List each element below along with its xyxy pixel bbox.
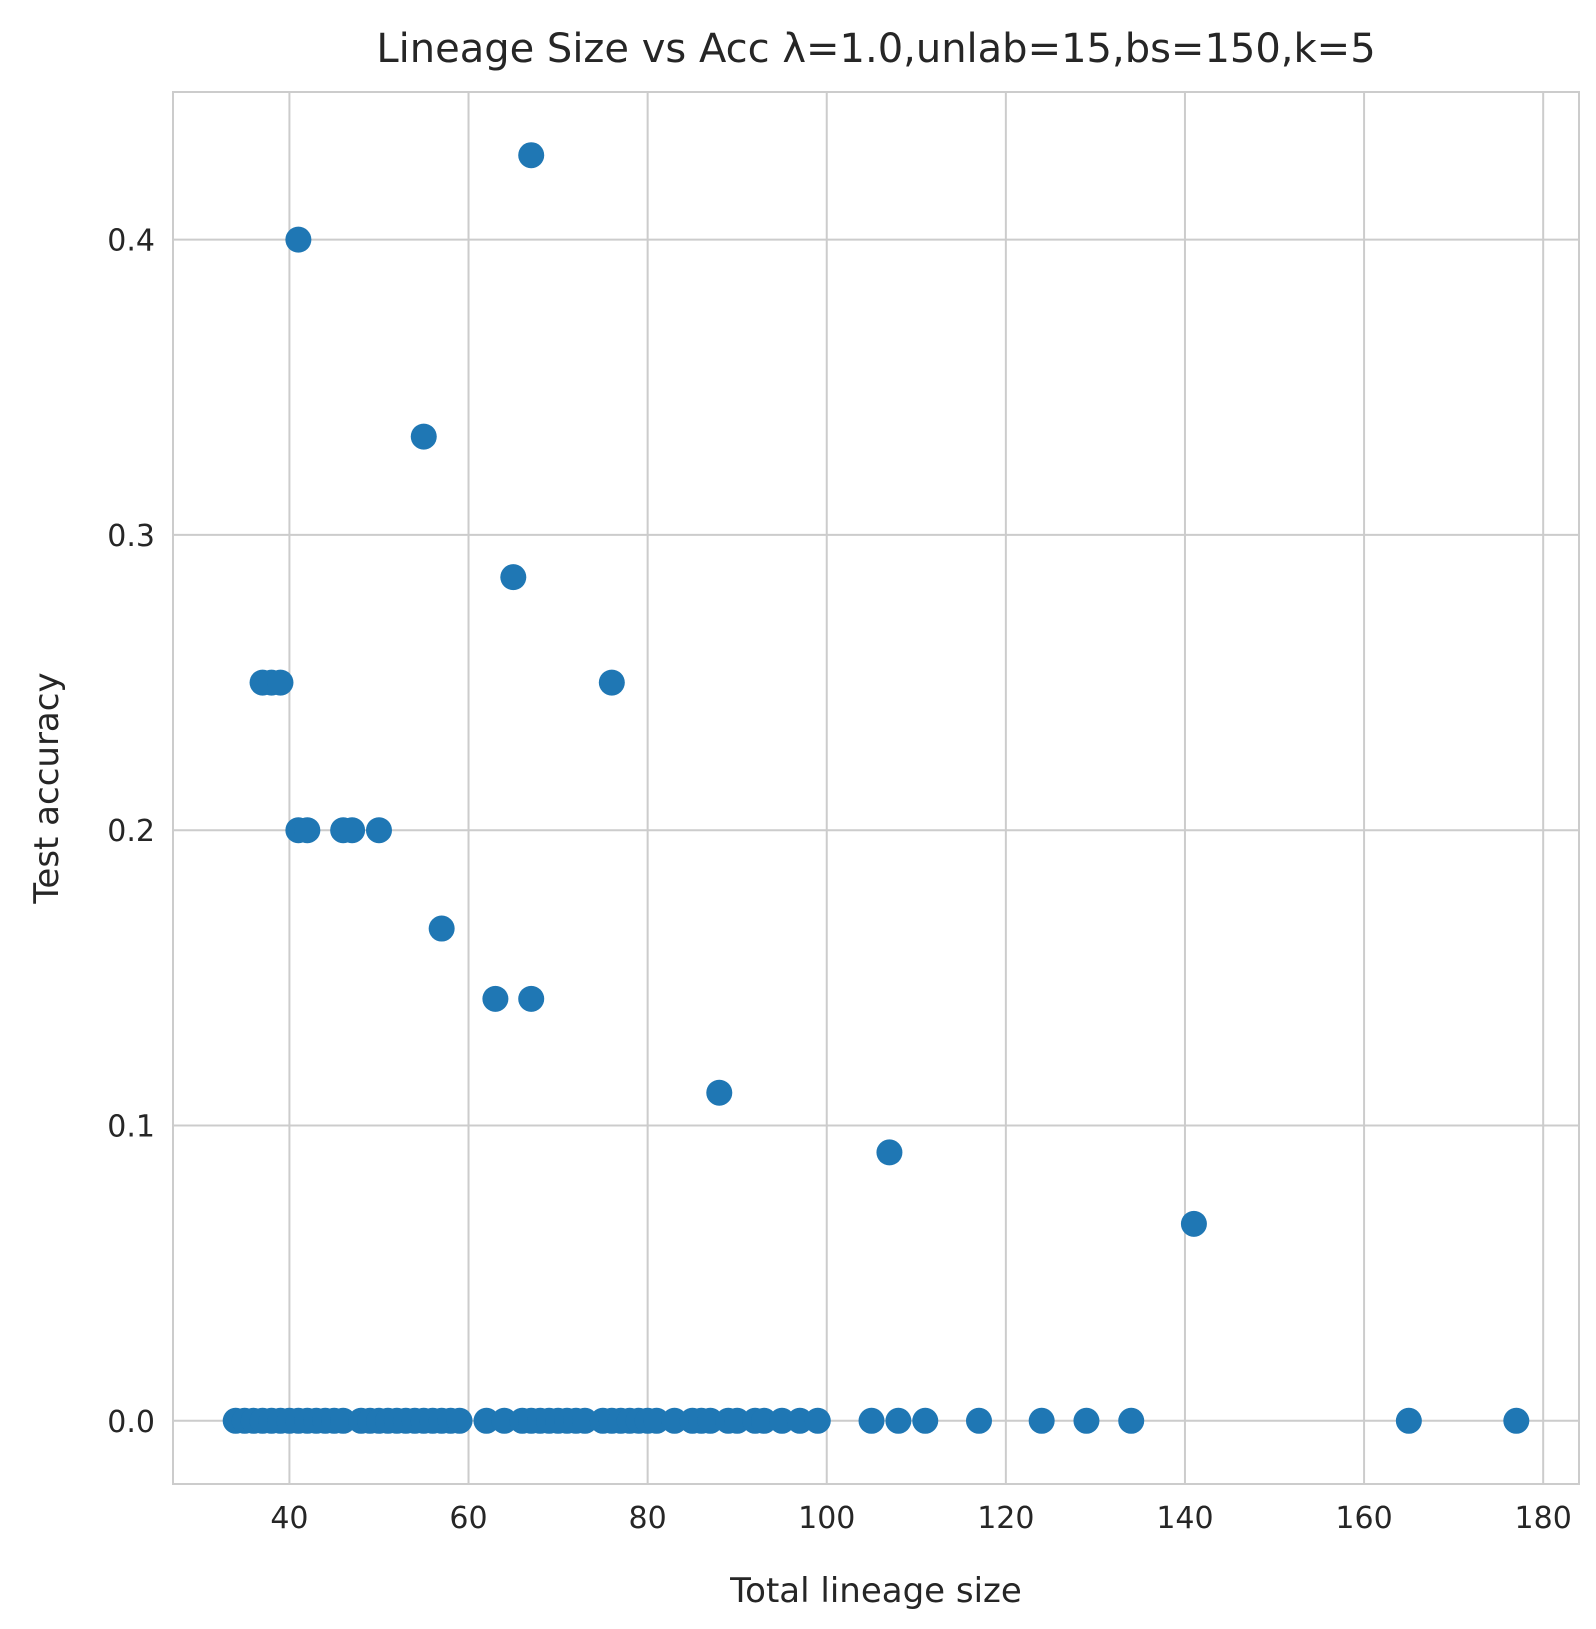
y-axis-label: Test accuracy: [27, 672, 67, 904]
data-point: [1073, 1407, 1100, 1434]
x-axis-ticks: 40 60 80 100 120 140 160 180: [270, 1501, 1571, 1536]
data-point: [858, 1407, 885, 1434]
y-axis-ticks: 0.0 0.1 0.2 0.3 0.4: [107, 224, 155, 1440]
data-point: [724, 1407, 751, 1434]
data-point: [598, 669, 625, 696]
data-point: [571, 1407, 598, 1434]
data-point: [751, 1407, 778, 1434]
data-point: [912, 1407, 939, 1434]
data-point: [965, 1407, 992, 1434]
data-point: [1028, 1407, 1055, 1434]
data-point: [786, 1407, 813, 1434]
data-point: [518, 985, 545, 1012]
chart-title: Lineage Size vs Acc λ=1.0,unlab=15,bs=15…: [376, 26, 1375, 72]
data-point: [294, 817, 321, 844]
x-tick-label: 100: [798, 1501, 855, 1536]
data-point: [339, 817, 366, 844]
data-point: [1395, 1407, 1422, 1434]
data-point: [365, 817, 392, 844]
x-tick-label: 180: [1515, 1501, 1572, 1536]
data-point: [482, 985, 509, 1012]
data-point: [661, 1407, 688, 1434]
data-point: [330, 1407, 357, 1434]
x-axis-label: Total lineage size: [729, 1571, 1022, 1611]
data-point: [518, 142, 545, 169]
data-point: [1118, 1407, 1145, 1434]
x-tick-label: 40: [270, 1501, 308, 1536]
y-tick-label: 0.1: [107, 1110, 155, 1145]
data-point: [768, 1407, 795, 1434]
data-point: [491, 1407, 518, 1434]
data-point: [697, 1407, 724, 1434]
data-point: [410, 423, 437, 450]
x-tick-label: 80: [629, 1501, 667, 1536]
data-point: [706, 1079, 733, 1106]
data-point: [446, 1407, 473, 1434]
grid-lines: [173, 92, 1579, 1484]
data-point: [876, 1139, 903, 1166]
y-tick-label: 0.3: [107, 519, 155, 554]
plot-area: [172, 91, 1580, 1485]
data-point: [885, 1407, 912, 1434]
data-point: [1180, 1210, 1207, 1237]
data-point: [500, 564, 527, 591]
y-tick-label: 0.0: [107, 1405, 155, 1440]
x-tick-label: 140: [1156, 1501, 1213, 1536]
x-tick-label: 120: [977, 1501, 1034, 1536]
data-point: [804, 1407, 831, 1434]
x-tick-label: 160: [1335, 1501, 1392, 1536]
x-tick-label: 60: [449, 1501, 487, 1536]
data-points: [222, 142, 1530, 1434]
data-point: [285, 226, 312, 253]
y-tick-label: 0.2: [107, 814, 155, 849]
data-point: [643, 1407, 670, 1434]
data-point: [267, 669, 294, 696]
data-point: [428, 915, 455, 942]
data-point: [1503, 1407, 1530, 1434]
data-point: [473, 1407, 500, 1434]
y-tick-label: 0.4: [107, 224, 155, 259]
